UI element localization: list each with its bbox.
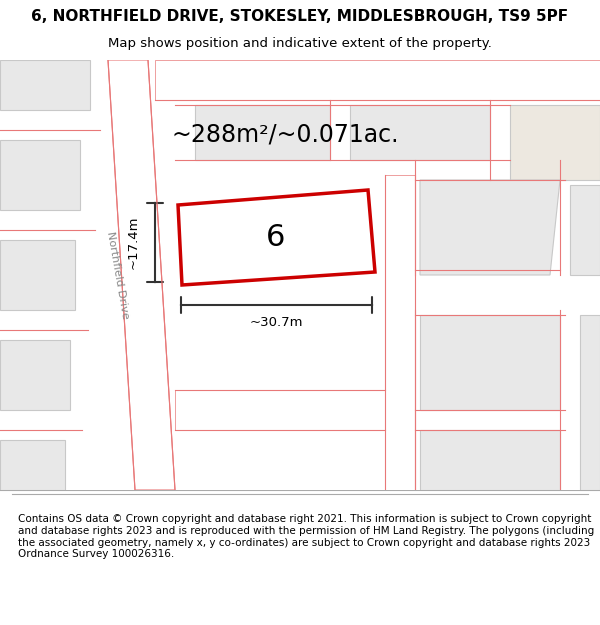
Polygon shape — [0, 440, 65, 490]
Text: ~288m²/~0.071ac.: ~288m²/~0.071ac. — [171, 123, 399, 147]
Text: 6: 6 — [266, 224, 286, 253]
Polygon shape — [570, 185, 600, 275]
Polygon shape — [385, 175, 415, 490]
Polygon shape — [175, 390, 385, 430]
Polygon shape — [195, 105, 330, 160]
Polygon shape — [350, 105, 490, 160]
Polygon shape — [420, 315, 560, 410]
Text: Map shows position and indicative extent of the property.: Map shows position and indicative extent… — [108, 37, 492, 50]
Text: ~17.4m: ~17.4m — [127, 216, 139, 269]
Polygon shape — [0, 240, 75, 310]
Polygon shape — [0, 140, 80, 210]
Polygon shape — [108, 60, 175, 490]
Text: ~30.7m: ~30.7m — [250, 316, 303, 329]
Polygon shape — [420, 430, 560, 490]
Polygon shape — [420, 180, 560, 275]
Polygon shape — [178, 190, 375, 285]
Polygon shape — [155, 60, 600, 100]
Polygon shape — [510, 105, 600, 180]
Text: 6, NORTHFIELD DRIVE, STOKESLEY, MIDDLESBROUGH, TS9 5PF: 6, NORTHFIELD DRIVE, STOKESLEY, MIDDLESB… — [31, 9, 569, 24]
Text: Northfield Drive: Northfield Drive — [106, 231, 131, 319]
Polygon shape — [0, 60, 90, 110]
Text: Contains OS data © Crown copyright and database right 2021. This information is : Contains OS data © Crown copyright and d… — [18, 514, 594, 559]
Polygon shape — [0, 340, 70, 410]
Polygon shape — [580, 315, 600, 490]
